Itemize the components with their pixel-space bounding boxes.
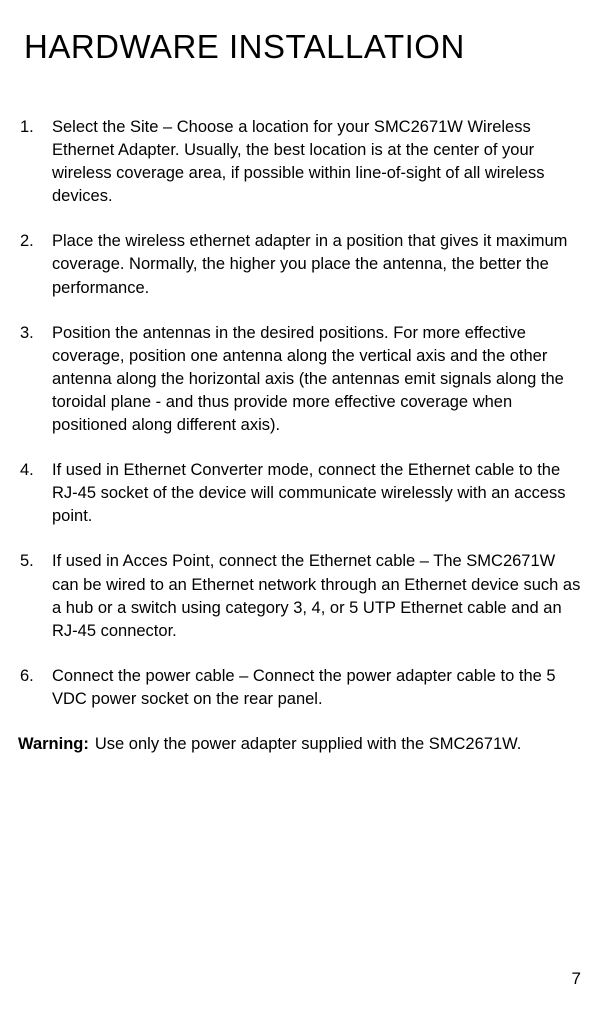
- step-item: 1. Select the Site – Choose a location f…: [18, 116, 581, 208]
- step-number: 3.: [18, 322, 52, 437]
- step-text: Select the Site – Choose a location for …: [52, 116, 581, 208]
- step-number: 2.: [18, 230, 52, 299]
- step-number: 6.: [18, 665, 52, 711]
- step-text: Place the wireless ethernet adapter in a…: [52, 230, 581, 299]
- warning-label: Warning:: [18, 733, 89, 756]
- step-text: If used in Ethernet Converter mode, conn…: [52, 459, 581, 528]
- step-text: Connect the power cable – Connect the po…: [52, 665, 581, 711]
- step-item: 4. If used in Ethernet Converter mode, c…: [18, 459, 581, 528]
- step-item: 2. Place the wireless ethernet adapter i…: [18, 230, 581, 299]
- step-text: If used in Acces Point, connect the Ethe…: [52, 550, 581, 642]
- step-item: 5. If used in Acces Point, connect the E…: [18, 550, 581, 642]
- step-number: 4.: [18, 459, 52, 528]
- page-number: 7: [572, 969, 581, 989]
- step-number: 1.: [18, 116, 52, 208]
- step-number: 5.: [18, 550, 52, 642]
- step-list: 1. Select the Site – Choose a location f…: [18, 116, 581, 711]
- warning-text: Use only the power adapter supplied with…: [95, 733, 581, 756]
- step-item: 6. Connect the power cable – Connect the…: [18, 665, 581, 711]
- step-text: Position the antennas in the desired pos…: [52, 322, 581, 437]
- page-title: HARDWARE INSTALLATION: [18, 28, 581, 66]
- step-item: 3. Position the antennas in the desired …: [18, 322, 581, 437]
- warning-row: Warning: Use only the power adapter supp…: [18, 733, 581, 756]
